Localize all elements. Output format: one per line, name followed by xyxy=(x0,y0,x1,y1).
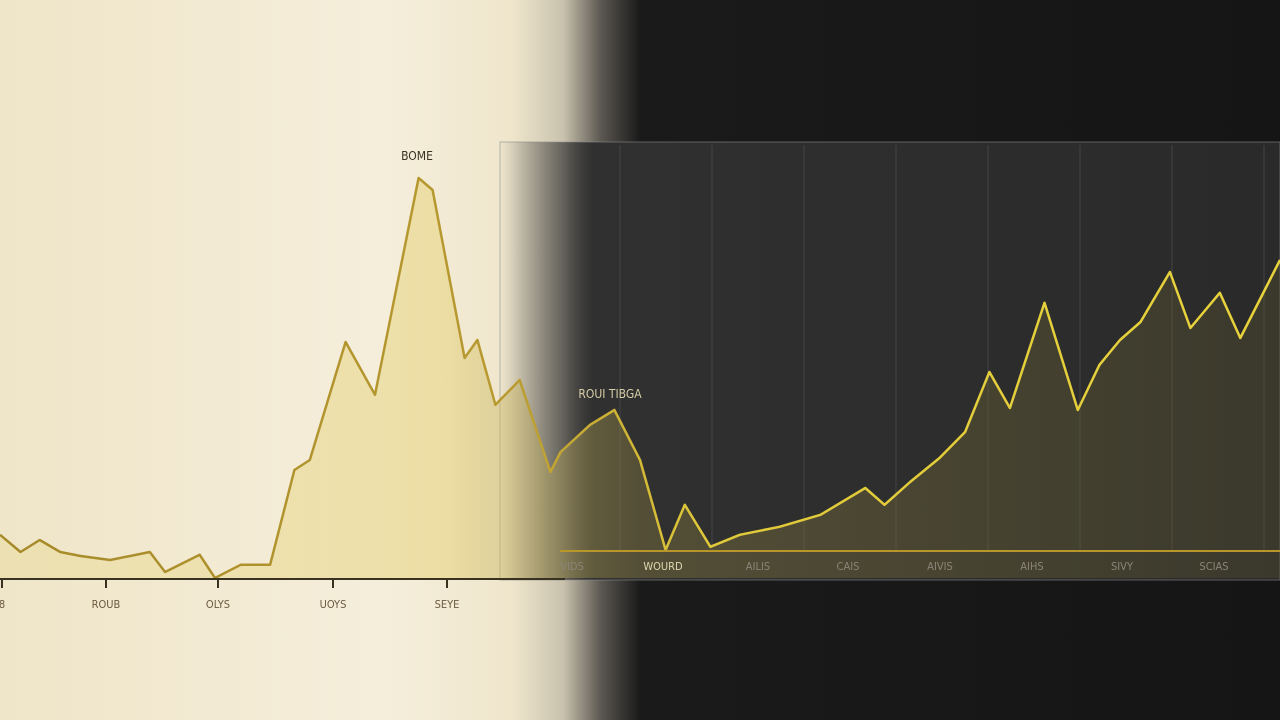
annotation-secondary: ROUI TIBGA xyxy=(578,387,642,401)
left-tick-label: UOYS xyxy=(320,598,347,611)
annotation-peak: BOME xyxy=(401,149,433,163)
right-tick-label: SCIAS xyxy=(1199,560,1228,573)
right-tick-label: VIDS xyxy=(560,560,584,573)
area-fill xyxy=(0,178,1280,578)
right-tick-label: SIVY xyxy=(1111,560,1134,573)
right-tick-label: WOURD xyxy=(643,560,683,573)
left-tick-label: OLYS xyxy=(206,598,230,611)
left-tick-label: ROUB xyxy=(92,598,121,611)
right-tick-label: CAIS xyxy=(837,560,860,573)
right-tick-label: AILIS xyxy=(746,560,770,573)
left-tick-label: SEYE xyxy=(435,598,460,611)
series-line xyxy=(0,176,1280,580)
right-tick-label: AIHS xyxy=(1020,560,1043,573)
left-tick-label: 8 xyxy=(0,598,5,611)
right-tick-label: AIVIS xyxy=(927,560,953,573)
